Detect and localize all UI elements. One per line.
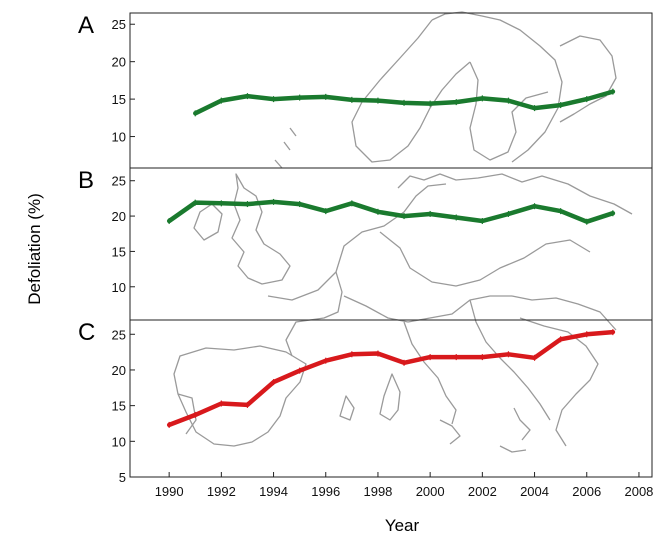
panel-frame xyxy=(129,12,653,169)
panel-frame xyxy=(129,319,653,478)
panel-label: C xyxy=(78,319,95,346)
panel-label: A xyxy=(78,12,94,39)
panel-b: 10 15 20 25 B xyxy=(78,167,653,321)
y-tick-label: 5 xyxy=(119,470,126,485)
y-tick-label: 20 xyxy=(112,209,126,224)
europe-map-background xyxy=(173,11,633,453)
x-axis: 1990 1992 1994 1996 1998 2000 2002 2004 2006 2008 xyxy=(155,472,653,499)
y-tick-label: 15 xyxy=(112,92,126,107)
y-tick-label: 25 xyxy=(112,174,126,189)
y-tick-label: 10 xyxy=(112,130,126,145)
x-axis-title: Year xyxy=(385,516,420,535)
y-tick-label: 20 xyxy=(112,363,126,378)
y-tick-label: 25 xyxy=(112,17,126,32)
x-tick-label: 2004 xyxy=(520,484,549,499)
y-axis-title: Defoliation (%) xyxy=(25,193,44,305)
y-tick-label: 10 xyxy=(112,434,126,449)
x-tick-label: 2006 xyxy=(572,484,601,499)
x-tick-label: 1996 xyxy=(311,484,340,499)
y-tick-label: 15 xyxy=(112,399,126,414)
panel-a: 10 15 20 25 A xyxy=(78,12,653,169)
y-tick-label: 15 xyxy=(112,244,126,259)
panel-label: B xyxy=(78,167,94,194)
series-line xyxy=(166,329,616,428)
panel-frame xyxy=(129,167,653,321)
series-line xyxy=(166,199,616,224)
y-tick-label: 25 xyxy=(112,327,126,342)
x-tick-label: 1998 xyxy=(363,484,392,499)
x-tick-label: 1990 xyxy=(155,484,184,499)
y-tick-label: 20 xyxy=(112,55,126,70)
x-tick-label: 2002 xyxy=(468,484,497,499)
x-tick-label: 1994 xyxy=(259,484,288,499)
x-tick-label: 2008 xyxy=(624,484,653,499)
panel-c: 5 10 15 20 25 C xyxy=(78,319,653,485)
x-tick-label: 2000 xyxy=(416,484,445,499)
y-tick-label: 10 xyxy=(112,280,126,295)
plot-panels: 10 15 20 25 A 10 15 20 25 B 5 10 15 20 25 C 1990 1992 1994… xyxy=(78,12,653,499)
x-tick-label: 1992 xyxy=(207,484,236,499)
